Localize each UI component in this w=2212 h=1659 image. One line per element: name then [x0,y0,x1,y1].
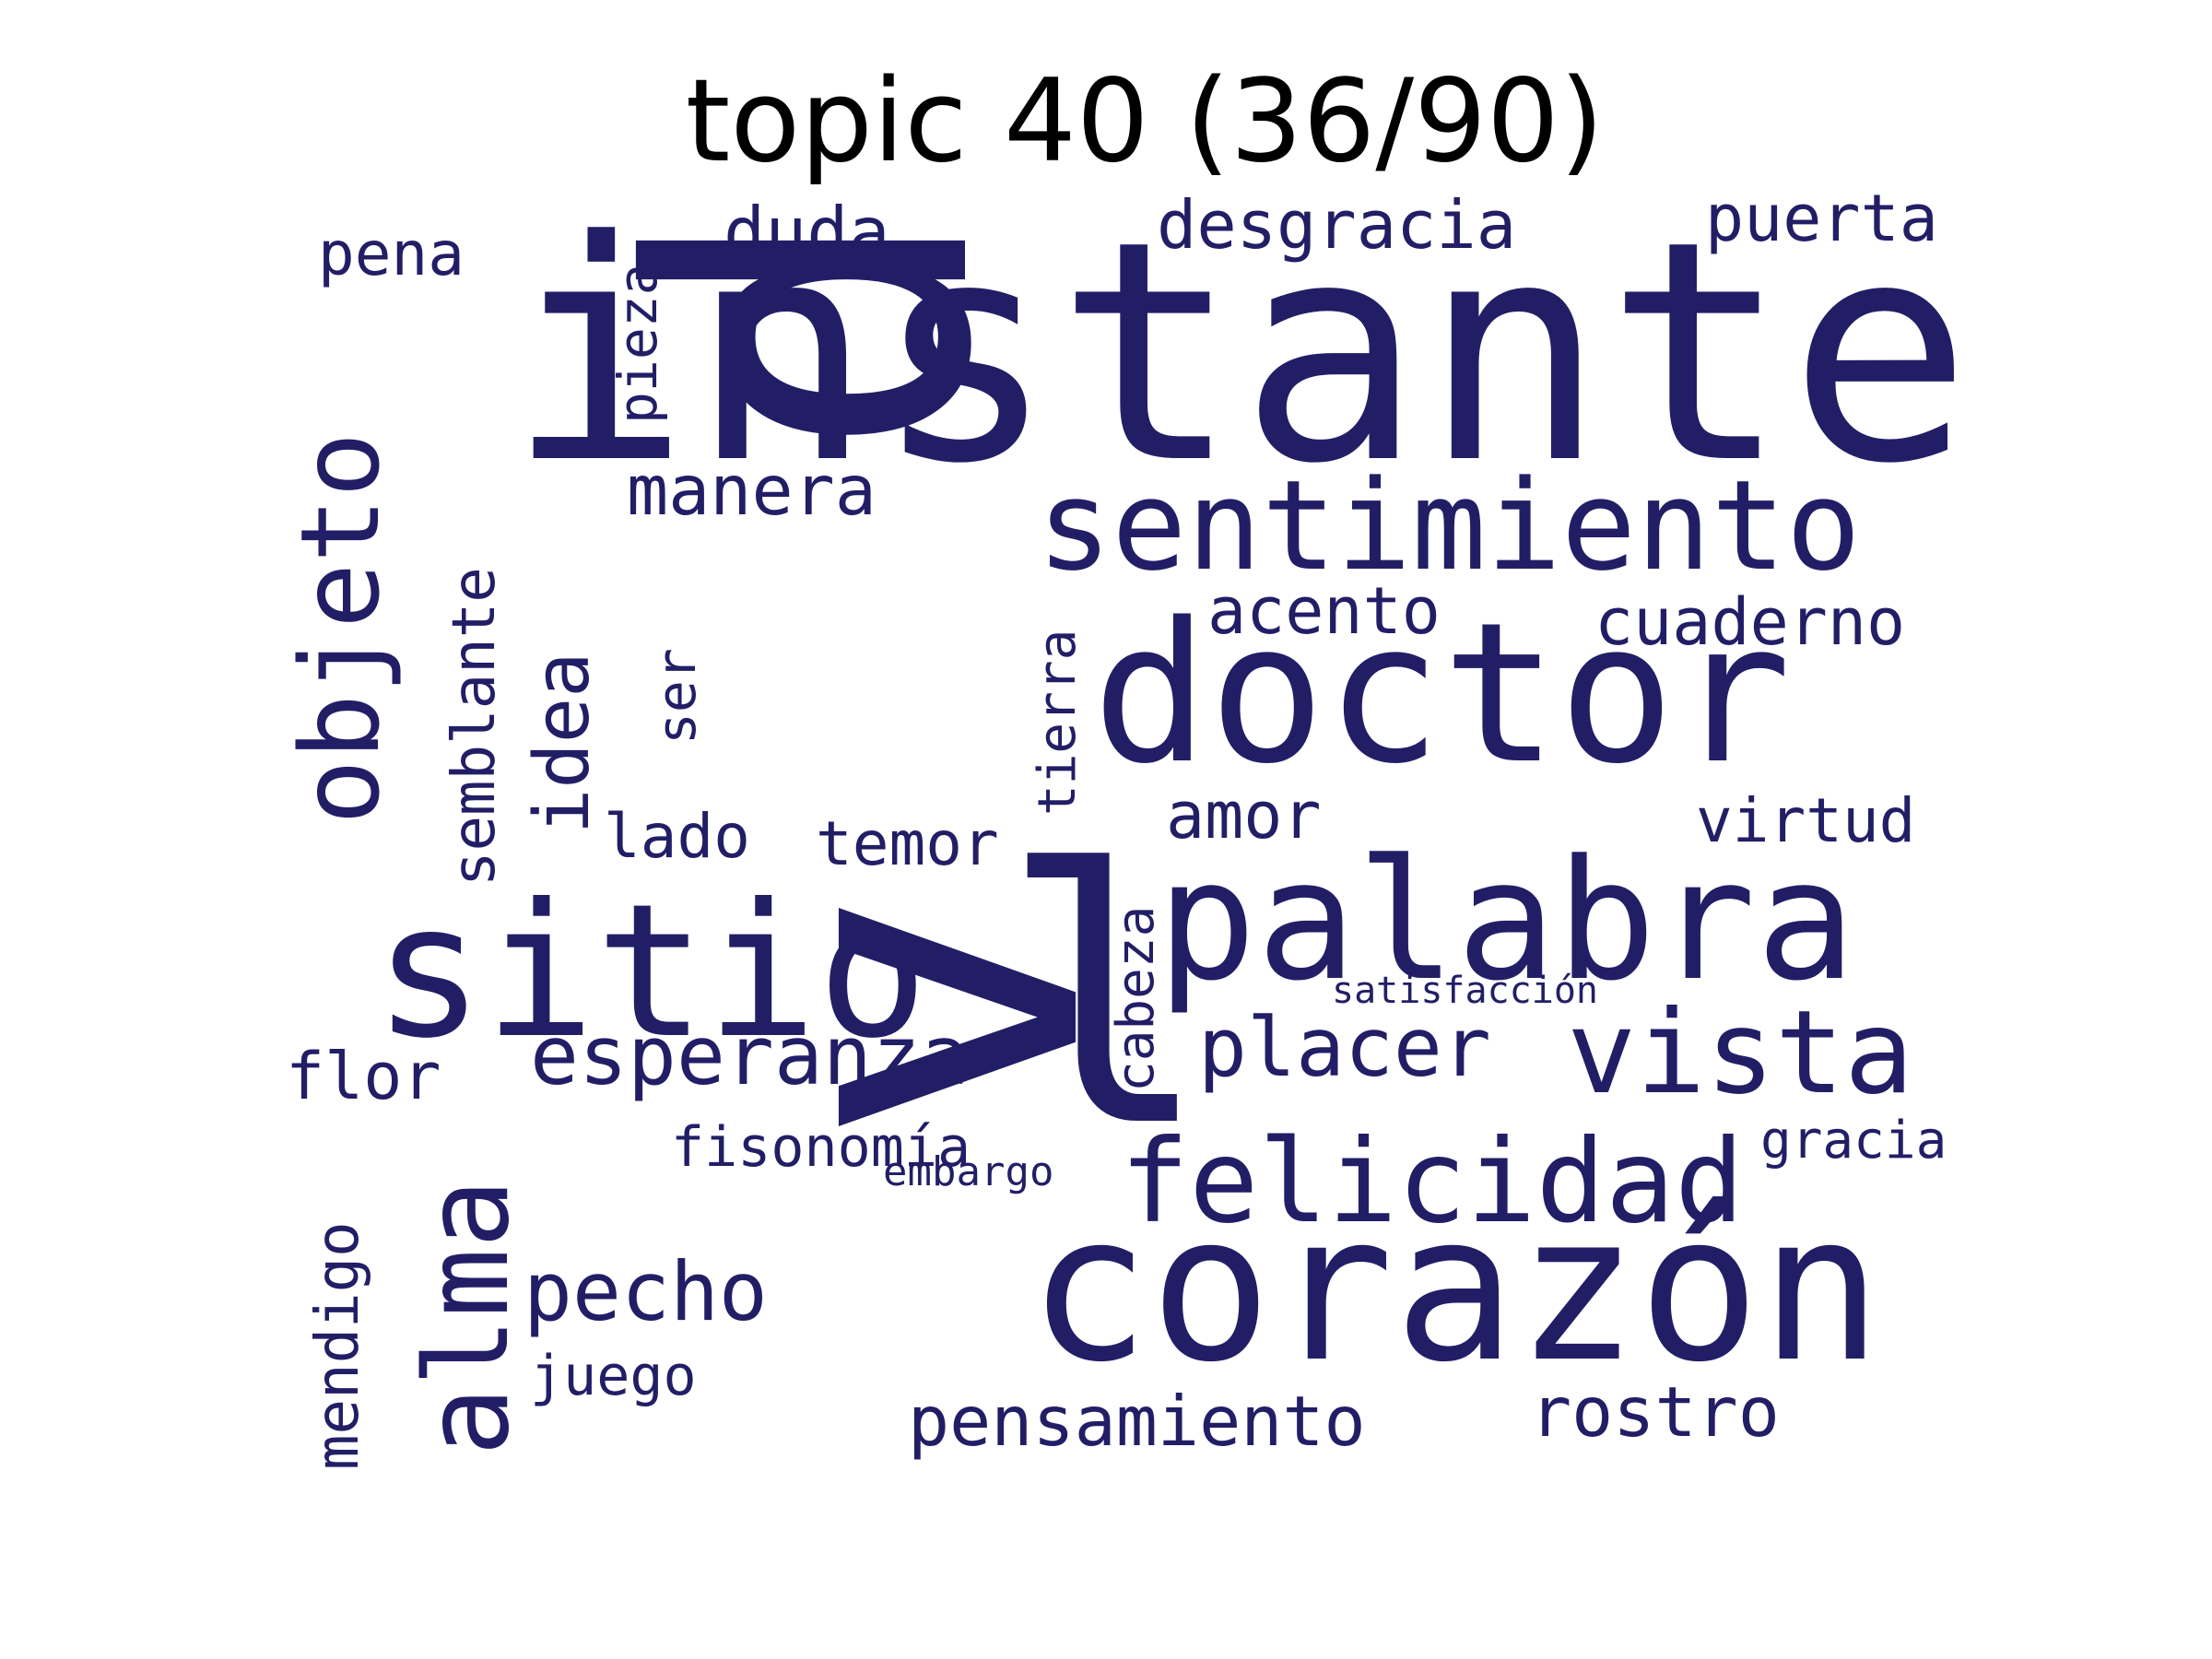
cloud-word-corazon: corazón [1028,1171,1883,1406]
cloud-word-satisfaccion: satisfacción [1332,970,1598,1012]
cloud-word-cuaderno: cuaderno [1594,584,1906,660]
cloud-word-embargo: embargo [883,1148,1054,1195]
cloud-word-lado: lado [604,801,750,872]
cloud-word-juego: juego [530,1344,697,1408]
cloud-word-alma: alma [401,1178,535,1456]
cloud-word-palabra: palabra [1157,825,1856,1018]
cloud-word-mendigo: mendigo [304,1221,372,1470]
cloud-word-vista: vista [1567,986,1914,1120]
cloud-word-cabeza: cabeza [1106,905,1166,1092]
cloud-word-ser: ser [645,648,708,745]
cloud-word-semblante: semblante [441,567,509,887]
cloud-word-flor: flor [286,1039,441,1114]
cloud-word-sitio: sitio [373,865,929,1079]
cloud-word-temor: temor [816,808,999,879]
cloud-word-pecho: pecho [524,1244,768,1339]
cloud-word-l: l [1000,795,1211,1204]
cloud-word-idea: idea [519,652,606,834]
figure-title: topic 40 (36/90) [685,55,1605,188]
cloud-word-manera: manera [627,450,877,531]
cloud-word-duda: duda [724,192,890,273]
cloud-word-gracia: gracia [1760,1111,1947,1171]
cloud-word-puerta: puerta [1705,181,1938,256]
cloud-word-sentimiento: sentimiento [1037,453,1862,598]
cloud-word-amor: amor [1166,778,1322,853]
cloud-word-virtud: virtud [1696,785,1916,856]
cloud-word-placer: placer [1198,1000,1491,1095]
cloud-word-desgracia: desgracia [1157,186,1517,264]
cloud-word-felicidad: felicidad [1120,1115,1745,1249]
cloud-word-objeto: objeto [276,431,404,825]
cloud-word-instante: instante [507,176,1972,530]
cloud-word-pensamiento: pensamiento [908,1381,1366,1462]
cloud-word-acento: acento [1207,573,1441,649]
cloud-word-fisonomia: fisonomía [671,1115,971,1180]
cloud-word-pena: pena [318,218,465,289]
cloud-word-pieza: pieza [606,263,669,424]
cloud-word-doctor: doctor [1092,581,1792,806]
cloud-word-esperanza: esperanza [530,1008,970,1103]
cloud-word-rostro: rostro [1530,1371,1780,1453]
cloud-word-tierra: tierra [1028,629,1088,816]
